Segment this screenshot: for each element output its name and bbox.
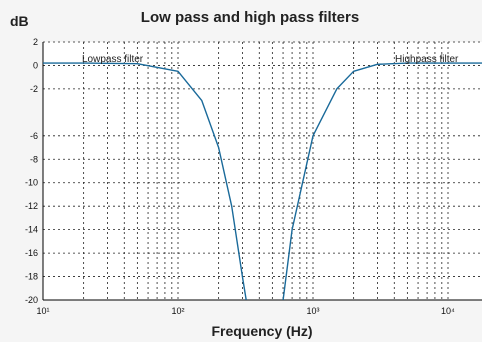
x-tick-label-3: 10⁴ [441,306,455,316]
y-tick-label-2: -2 [30,84,38,94]
y-tick-label-8: -16 [25,248,38,258]
y-tick-label-7: -14 [25,225,38,235]
series-line-1 [282,62,482,300]
x-axis-label: Frequency (Hz) [211,323,312,339]
y-tick-label-4: -8 [30,154,38,164]
x-tick-label-1: 10² [171,306,184,316]
y-tick-label-9: -18 [25,272,38,282]
y-tick-label-0: 2 [33,37,38,47]
x-tick-label-0: 10¹ [36,306,49,316]
plot-background [43,42,482,300]
y-axis-label: dB [10,13,29,29]
chart-title: Low pass and high pass filters [141,9,359,26]
x-ticks: 10¹ 10² 10³ 10⁴ [36,306,455,316]
series-line-0 [43,62,247,300]
annotation-lowpass: Lowpass filter [82,54,144,65]
y-tick-label-10: -20 [25,295,38,305]
y-tick-label-3: -6 [30,131,38,141]
y-tick-label-1: 0 [33,60,38,70]
annotation-highpass: Highpass filter [395,54,459,65]
y-tick-label-5: -10 [25,178,38,188]
y-ticks: 2 0 -2 -6 -8 -10 -12 -14 -16 -18 -20 [25,37,38,305]
series-lines [43,62,482,300]
x-tick-label-2: 10³ [306,306,319,316]
grid [42,41,482,301]
y-tick-label-6: -12 [25,201,38,211]
